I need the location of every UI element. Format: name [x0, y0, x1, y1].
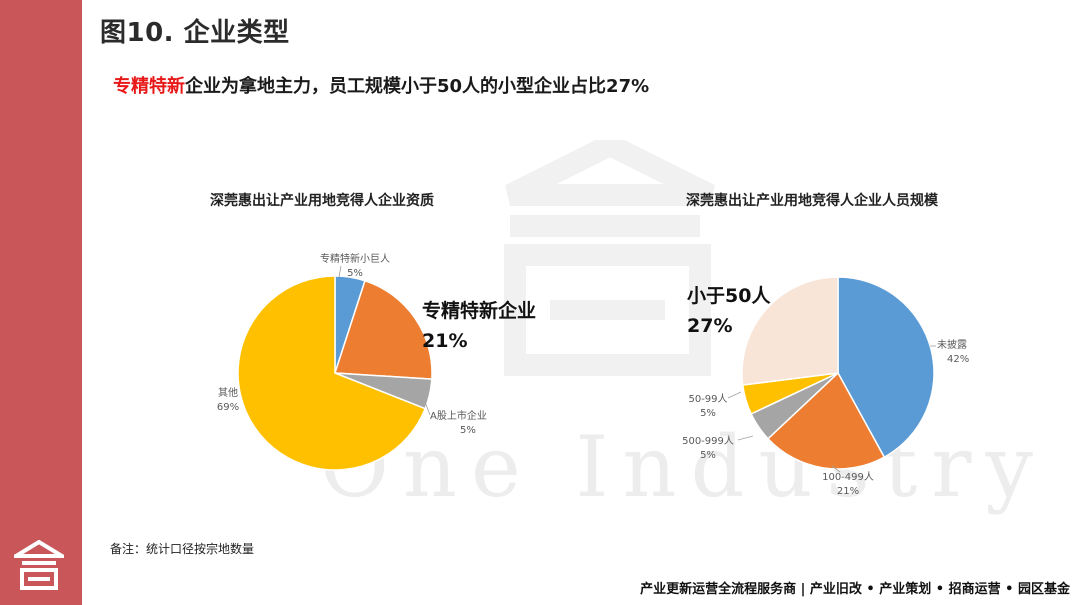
pie1-pct-3: 69%: [217, 402, 239, 413]
pie2-slice-4: [741, 276, 839, 386]
pie2-label-3: 50-99人: [688, 393, 727, 405]
callout-2-label: 小于50人: [687, 285, 771, 307]
headline-text: 企业为拿地主力，员工规模小于50人的小型企业占比27%: [185, 76, 650, 97]
pie1-label-0: 专精特新小巨人: [320, 252, 390, 265]
headline: 专精特新企业为拿地主力，员工规模小于50人的小型企业占比27%: [113, 72, 649, 98]
pie1-label-2: A股上市企业: [430, 409, 487, 422]
pie2-leader-3: [727, 391, 742, 399]
pie2-pct-2: 5%: [700, 450, 716, 461]
pie2-label-0: 未披露: [937, 338, 967, 351]
pie1-label-3: 其他: [218, 386, 238, 399]
pie1-pct-2: 5%: [460, 425, 476, 436]
brand-logo-icon: [14, 540, 64, 590]
watermark-logo-icon: [504, 140, 715, 376]
side-band: [0, 0, 82, 605]
pie1-leader-0: [338, 265, 342, 278]
pie2-pct-1: 21%: [837, 486, 859, 497]
pie2-label-1: 100-499人: [822, 471, 874, 483]
page-title: 图10. 企业类型: [100, 18, 290, 48]
pie2-pct-0: 42%: [947, 354, 969, 365]
pie-chart-staff-size: 未披露 42% 100-499人 21% 500-999人 5% 50-99人 5%: [682, 276, 969, 497]
footnote: 备注：统计口径按宗地数量: [110, 542, 255, 556]
watermark-text: One Industry: [320, 418, 1048, 516]
pie2-pct-3: 5%: [700, 408, 716, 419]
pie1-leader-2: [424, 401, 431, 416]
headline-highlight: 专精特新: [113, 76, 185, 97]
callout-1-value: 21%: [422, 330, 468, 352]
pie-chart-qualification: 专精特新小巨人 5% A股上市企业 5% 其他 69%: [217, 252, 487, 471]
pie1-pct-0: 5%: [347, 268, 363, 279]
pie2-leader-2: [737, 435, 754, 441]
chart-1-title: 深莞惠出让产业用地竞得人企业资质: [210, 193, 434, 209]
callout-1-label: 专精特新企业: [422, 300, 537, 322]
pie2-label-2: 500-999人: [682, 435, 734, 447]
pie2-leader-1: [831, 465, 841, 473]
callout-chart-2: 小于50人 27%: [687, 281, 770, 341]
chart-2-title: 深莞惠出让产业用地竞得人企业人员规模: [686, 193, 938, 209]
pie2-slice-1: [766, 371, 886, 470]
pie2-slice-0: [837, 276, 935, 459]
pie1-slice-1: [333, 279, 433, 380]
pie1-slice-3: [237, 275, 427, 471]
callout-chart-1: 专精特新企业 21%: [422, 296, 536, 356]
footer-tagline: 产业更新运营全流程服务商 | 产业旧改 • 产业策划 • 招商运营 • 园区基金: [640, 582, 1070, 597]
callout-2-value: 27%: [687, 315, 733, 337]
